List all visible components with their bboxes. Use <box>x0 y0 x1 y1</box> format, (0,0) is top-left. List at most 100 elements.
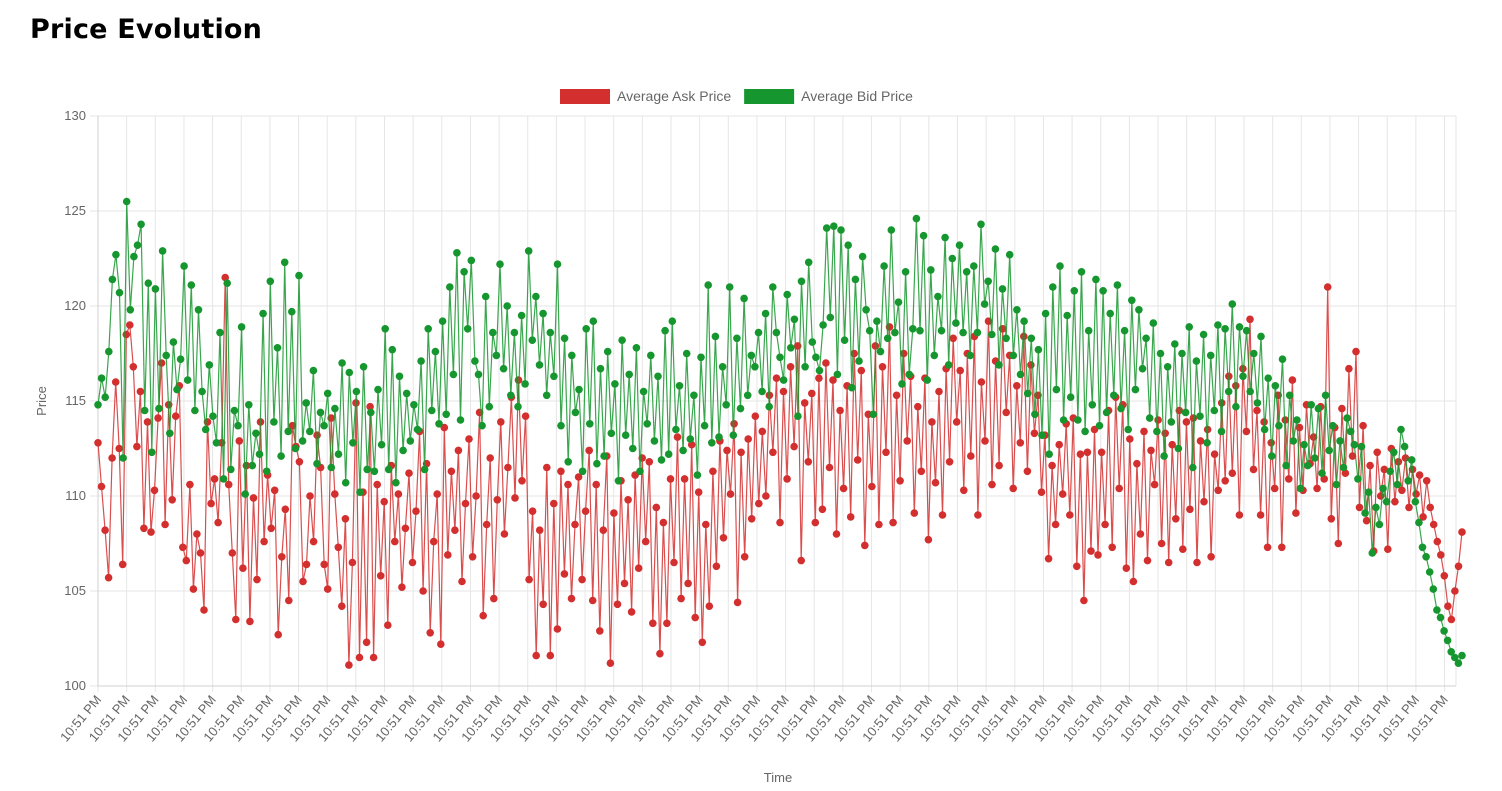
series-1-point-8 <box>122 197 131 206</box>
series-0-point-68 <box>334 543 343 552</box>
series-0-point-262 <box>1020 332 1028 341</box>
series-1-point-136 <box>582 325 590 333</box>
series-0-point-13 <box>140 524 148 533</box>
series-1-point-246 <box>977 220 985 229</box>
series-1-point-156 <box>654 372 662 381</box>
series-1-point-125 <box>542 391 551 400</box>
series-1-point-369 <box>1418 543 1427 552</box>
series-1-point-260 <box>1027 334 1036 343</box>
series-0-point-179 <box>726 490 735 498</box>
series-1-point-201 <box>815 366 824 375</box>
series-0-point-172 <box>702 520 710 529</box>
series-0-point-312 <box>1196 437 1205 445</box>
series-1-point-4 <box>108 275 117 284</box>
series-1-point-327 <box>1268 452 1276 460</box>
series-1-point-318 <box>1235 323 1244 331</box>
series-1-point-239 <box>952 319 960 327</box>
series-0-point-383 <box>1447 615 1456 624</box>
series-1-point-90 <box>417 357 425 365</box>
series-1-point-335 <box>1296 484 1305 493</box>
series-1-point-251 <box>995 361 1003 369</box>
series-0-point-381 <box>1440 572 1449 580</box>
series-0-point-168 <box>687 440 696 449</box>
series-0-point-27 <box>189 585 198 593</box>
series-0-point-303 <box>1164 558 1173 567</box>
series-1-point-298 <box>1163 363 1172 371</box>
series-1-point-110 <box>489 328 497 337</box>
series-0-point-125 <box>535 526 544 534</box>
series-0-point-3 <box>104 573 113 582</box>
series-0-point-323 <box>1235 511 1244 519</box>
series-1-point-290 <box>1135 306 1143 314</box>
legend-item-0[interactable]: Average Ask Price <box>560 88 731 104</box>
series-1-point-227 <box>909 325 917 333</box>
series-0-point-122 <box>525 575 533 584</box>
series-1-point-286 <box>1120 326 1129 335</box>
series-1-point-38 <box>230 406 239 415</box>
series-1-point-278 <box>1092 275 1100 284</box>
series-0-point-174 <box>709 467 717 476</box>
series-0-point-367 <box>1391 497 1399 506</box>
series-0-point-149 <box>620 579 629 588</box>
legend-item-1[interactable]: Average Bid Price <box>744 88 913 104</box>
series-1-point-287 <box>1124 425 1132 434</box>
series-1-point-306 <box>1192 357 1201 365</box>
series-1-point-362 <box>1393 480 1402 489</box>
series-1-point-209 <box>844 241 852 249</box>
series-1-point-81 <box>384 465 393 474</box>
series-0-point-82 <box>384 621 392 629</box>
series-0-point-355 <box>1348 452 1357 460</box>
series-0-point-281 <box>1087 547 1095 555</box>
legend-label-1: Average Bid Price <box>801 88 913 104</box>
series-1-point-226 <box>905 370 913 379</box>
series-0-point-236 <box>928 418 936 426</box>
series-1-point-258 <box>1020 317 1028 326</box>
series-1-point-319 <box>1239 372 1247 381</box>
series-0-point-363 <box>1376 492 1385 500</box>
series-0-point-76 <box>362 638 371 647</box>
series-0-point-223 <box>882 448 890 457</box>
series-1-point-265 <box>1045 450 1053 459</box>
series-1-point-162 <box>675 382 684 390</box>
series-1-point-364 <box>1400 442 1409 451</box>
series-0-point-338 <box>1288 376 1297 384</box>
series-1-point-356 <box>1372 503 1380 512</box>
series-0-point-166 <box>680 475 689 483</box>
series-1-point-189 <box>772 328 781 337</box>
series-1-point-143 <box>607 429 616 438</box>
series-0-point-184 <box>744 435 752 443</box>
series-0-point-191 <box>769 448 777 457</box>
series-1-point-334 <box>1293 416 1301 424</box>
series-0-point-251 <box>981 437 989 445</box>
series-1-point-200 <box>812 353 820 362</box>
series-0-point-170 <box>694 488 703 497</box>
series-0-point-345 <box>1313 484 1321 493</box>
series-0-point-275 <box>1066 511 1074 519</box>
series-0-point-177 <box>719 534 728 542</box>
series-1-point-151 <box>636 467 644 476</box>
series-0-point-49 <box>267 524 276 533</box>
series-0-point-17 <box>154 414 162 422</box>
series-1-point-178 <box>733 334 741 343</box>
series-1-point-47 <box>262 467 271 476</box>
series-1-point-53 <box>284 427 293 436</box>
series-1-point-75 <box>363 465 372 474</box>
series-1-point-234 <box>934 292 942 301</box>
series-0-point-175 <box>712 562 721 571</box>
series-0-point-242 <box>949 334 957 343</box>
series-0-point-65 <box>323 585 332 593</box>
series-1-point-116 <box>510 328 519 337</box>
series-1-point-252 <box>998 285 1007 293</box>
series-0-point-382 <box>1444 602 1452 610</box>
series-1-point-107 <box>478 421 486 430</box>
series-0-point-203 <box>811 518 820 527</box>
series-1-point-254 <box>1005 250 1014 259</box>
series-1-point-63 <box>320 421 328 430</box>
series-0-point-232 <box>914 402 922 411</box>
chart-grid <box>90 115 1457 692</box>
series-0-point-337 <box>1285 475 1293 483</box>
series-0-point-307 <box>1179 545 1187 553</box>
series-0-point-28 <box>193 530 201 538</box>
series-0-point-375 <box>1419 513 1427 521</box>
series-0-point-373 <box>1412 490 1420 498</box>
